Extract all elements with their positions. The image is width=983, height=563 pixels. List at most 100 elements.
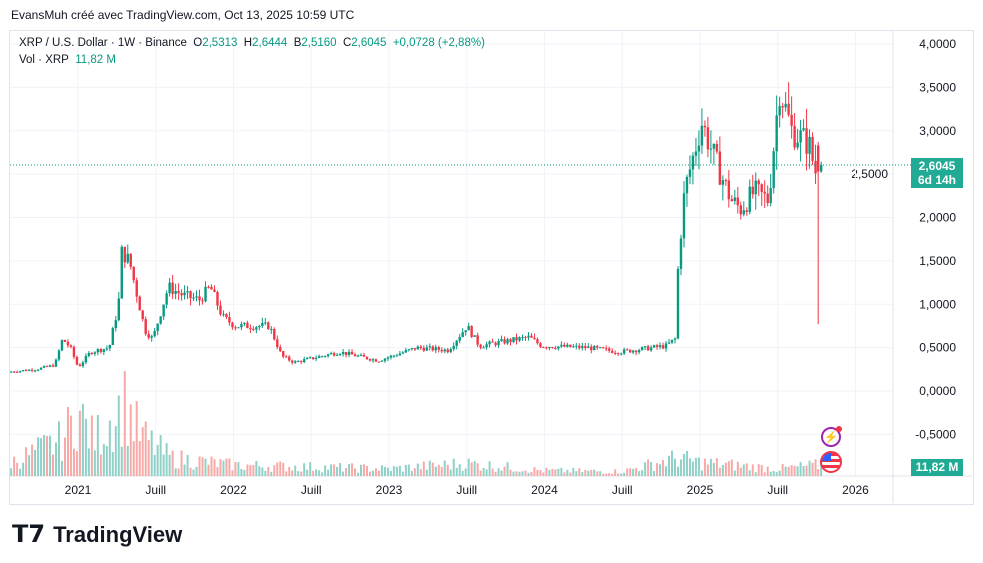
candle-body <box>353 354 357 357</box>
candle-body <box>150 336 153 338</box>
tradingview-logo[interactable]: 𝗧𝟳 TradingView <box>12 520 182 549</box>
candle-body <box>54 359 58 367</box>
candle-body <box>341 352 345 355</box>
candle-body <box>611 350 614 353</box>
volume-bar <box>195 466 198 476</box>
volume-bar <box>446 464 449 476</box>
candle-body <box>440 349 443 352</box>
candle-body <box>389 355 393 358</box>
volume-bar <box>10 468 13 476</box>
volume-bar <box>99 454 102 476</box>
candle-body <box>294 361 297 363</box>
candle-body <box>246 322 249 329</box>
candle-body <box>395 355 399 357</box>
volume-bar <box>730 459 733 476</box>
volume-bar <box>81 403 84 476</box>
candle-body <box>234 327 237 329</box>
volume-bar <box>66 407 69 476</box>
open-value: 2,5313 <box>202 37 238 49</box>
volume-bar <box>401 471 404 476</box>
candle-body <box>338 354 342 356</box>
candle-body <box>763 191 766 194</box>
volume-bar <box>312 470 315 476</box>
volume-bar <box>820 463 823 476</box>
us-flag-icon[interactable] <box>820 451 842 473</box>
candle-body <box>198 296 201 301</box>
volume-bar <box>647 459 650 476</box>
candle-body <box>545 347 548 349</box>
y-tick-label: 0,0000 <box>919 384 956 398</box>
volume-bar <box>760 465 763 476</box>
volume-bar <box>69 415 72 476</box>
volume-bar <box>518 471 521 476</box>
volume-bar <box>174 468 177 476</box>
volume-bar <box>354 468 357 476</box>
candle-body <box>724 180 728 182</box>
volume-bar <box>742 464 745 476</box>
candle-body <box>377 361 381 363</box>
candle-body <box>225 314 228 318</box>
candle-body <box>362 354 366 357</box>
volume-bar <box>49 435 52 476</box>
candle-body <box>649 347 653 351</box>
volume-bar <box>644 462 647 476</box>
candle-body <box>479 344 482 348</box>
candle-body <box>171 282 174 294</box>
volume-bar <box>557 468 560 476</box>
volume-bar <box>506 462 509 476</box>
candle-body <box>249 328 252 330</box>
candle-body <box>593 346 596 351</box>
candle-body <box>431 346 434 351</box>
volume-bar <box>575 471 578 476</box>
candle-body <box>270 328 273 330</box>
volume-bar <box>817 469 820 476</box>
volume-bar <box>602 473 605 476</box>
volume-bar <box>360 464 363 476</box>
volume-bar <box>291 470 294 476</box>
volume-bar <box>404 464 407 476</box>
volume-bar <box>108 420 111 476</box>
volume-bar <box>168 454 171 476</box>
candle-body <box>814 160 817 174</box>
candle-body <box>506 339 509 344</box>
candle-body <box>398 353 402 356</box>
volume-bar <box>87 448 90 476</box>
volume-bar <box>363 464 366 476</box>
open-label: O <box>193 37 203 49</box>
candle-body <box>48 365 52 367</box>
candle-body <box>560 344 563 347</box>
volume-bar <box>796 466 799 476</box>
brand-name: TradingView <box>53 521 183 547</box>
volume-bar <box>473 461 476 476</box>
candle-body <box>575 345 578 347</box>
volume-bar <box>306 469 309 476</box>
volume-bar <box>40 438 43 476</box>
volume-bar <box>676 466 679 476</box>
candle-body <box>634 350 638 353</box>
candle-body <box>769 188 772 204</box>
candle-body <box>515 337 518 341</box>
volume-bar <box>282 462 285 476</box>
x-tick-label: 2024 <box>531 483 558 497</box>
y-tick-label: 2,5000 <box>851 167 888 181</box>
volume-bar <box>784 466 787 476</box>
volume-bar <box>153 454 156 476</box>
candle-body <box>12 371 16 373</box>
volume-bar <box>668 455 671 476</box>
volume-bar <box>31 444 34 476</box>
volume-bar <box>718 467 721 476</box>
candle-body <box>652 345 656 348</box>
volume-label[interactable]: Vol · XRP <box>19 54 69 66</box>
candle-body <box>132 266 135 281</box>
candle-body <box>509 339 512 342</box>
volume-bar <box>270 471 273 476</box>
candle-body <box>602 347 605 349</box>
volume-bar <box>267 466 270 476</box>
symbol-label[interactable]: XRP / U.S. Dollar · 1W · Binance <box>19 37 187 49</box>
volume-bar <box>407 464 410 476</box>
volume-bar <box>509 469 512 476</box>
candle-body <box>365 356 369 360</box>
lightning-icon[interactable]: ⚡ <box>821 426 842 447</box>
candle-body <box>434 347 437 351</box>
